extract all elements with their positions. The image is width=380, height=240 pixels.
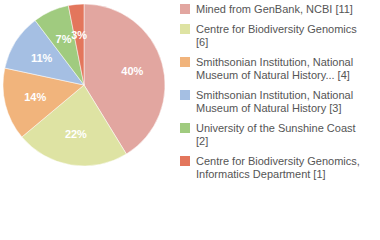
pie: 40% 22% 14% 11%7%3% bbox=[3, 4, 165, 166]
legend-label: Centre for Biodiversity Genomics,Informa… bbox=[196, 155, 360, 180]
legend-swatch bbox=[180, 123, 190, 133]
legend-label: Centre for Biodiversity Genomics[6] bbox=[196, 23, 357, 48]
legend-label: University of the Sunshine Coast[2] bbox=[196, 122, 356, 147]
legend-swatch bbox=[180, 57, 190, 67]
data-label: 3% bbox=[71, 29, 87, 41]
legend-label: Mined from GenBank, NCBI [11] bbox=[196, 3, 353, 15]
legend-swatch bbox=[180, 156, 190, 166]
legend-swatch bbox=[180, 90, 190, 100]
slice bbox=[22, 85, 127, 166]
legend-label: Smithsonian Institution, NationalMuseum … bbox=[196, 56, 353, 81]
chart: 40% 22% 14% 11%7%3% Mined from GenBank, NCBI… bbox=[0, 0, 380, 240]
data-label: 11% bbox=[31, 52, 53, 64]
legend-swatch bbox=[180, 4, 190, 14]
data-label: 22% bbox=[65, 128, 87, 140]
data-label: 14% bbox=[24, 91, 46, 103]
legend: Mined from GenBank, NCBI [11] Centre for … bbox=[180, 3, 360, 180]
legend-swatch bbox=[180, 24, 190, 34]
data-label: 40% bbox=[121, 65, 143, 77]
legend-label: Smithsonian Institution, NationalMuseum … bbox=[196, 89, 353, 114]
data-label: 7% bbox=[56, 33, 72, 45]
